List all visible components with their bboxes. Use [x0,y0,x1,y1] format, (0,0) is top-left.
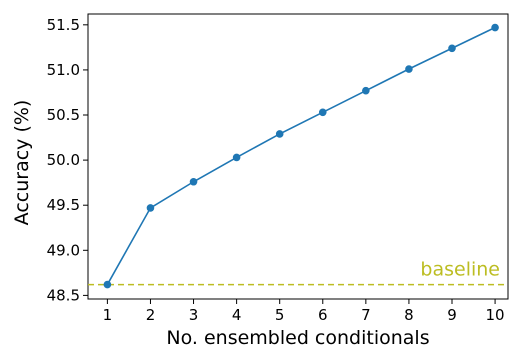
x-axis-title: No. ensembled conditionals [166,327,429,347]
y-tick-label: 49.0 [47,241,80,259]
data-point [448,44,456,53]
series [103,23,499,289]
y-tick-label: 50.5 [47,106,80,124]
x-tick-label: 1 [103,306,113,324]
baseline-reference: baseline [88,259,508,286]
x-tick-label: 10 [486,306,505,324]
y-tick-label: 50.0 [47,151,80,169]
data-point [491,23,499,32]
x-tick-label: 5 [275,306,285,324]
y-tick-label: 49.5 [47,196,80,214]
baseline-label: baseline [420,259,500,281]
y-tick-label: 51.0 [47,61,80,79]
x-tick-label: 6 [318,306,328,324]
y-tick-label: 51.5 [47,16,80,34]
data-point [405,65,413,73]
x-tick-label: 4 [232,306,242,324]
data-point [318,108,327,117]
plot-frame [87,13,509,300]
x-tick-label: 3 [189,306,199,324]
x-tick-label: 8 [404,306,414,324]
series-line [106,26,496,285]
y-tick-label: 48.5 [47,286,80,304]
y-axis-title: Accuracy (%) [11,100,33,226]
data-point [362,86,370,95]
x-tick-label: 9 [447,306,457,324]
data-point [103,280,112,289]
axes [87,13,509,300]
data-point [146,204,155,212]
x-tick-label: 7 [361,306,371,324]
ticks: 1 2 3 4 5 6 7 8 9 10 48.5 49.0 49.5 50.0 50.5 51.0 51.5 [47,16,505,324]
data-point [275,130,284,138]
x-tick-label: 2 [146,306,156,324]
data-point [189,177,198,186]
data-point [232,153,241,162]
